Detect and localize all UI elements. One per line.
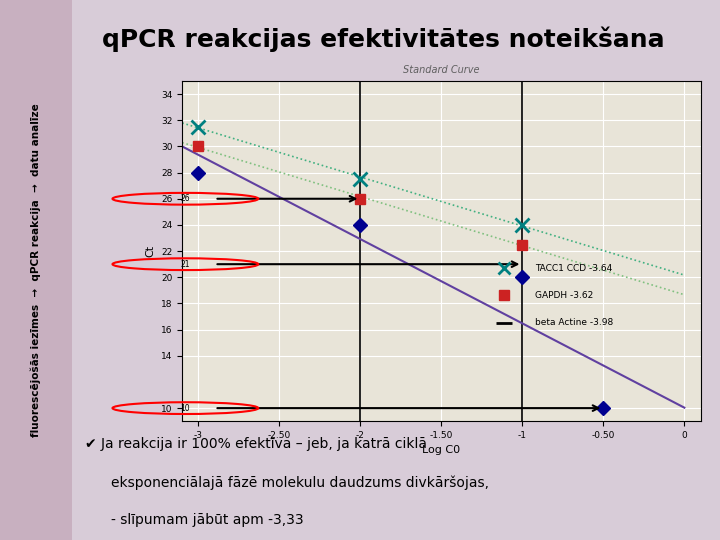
beta Actine -3.98	[356, 222, 365, 228]
Text: 10: 10	[181, 403, 190, 413]
Text: 26: 26	[181, 194, 190, 203]
TACC1 CCD -3.64	[356, 176, 365, 183]
Text: 21: 21	[181, 260, 190, 269]
Text: TACC1 CCD -3.64: TACC1 CCD -3.64	[535, 264, 612, 273]
GAPDH -3.62	[194, 143, 203, 150]
Text: qPCR reakcijas efektivitātes noteikšana: qPCR reakcijas efektivitātes noteikšana	[102, 27, 665, 52]
GAPDH -3.62	[356, 195, 365, 202]
Text: beta Actine -3.98: beta Actine -3.98	[535, 318, 613, 327]
Title: Standard Curve: Standard Curve	[403, 65, 480, 75]
Line: beta Actine -3.98: beta Actine -3.98	[194, 168, 608, 413]
beta Actine -3.98	[599, 405, 608, 411]
Text: GAPDH -3.62: GAPDH -3.62	[535, 291, 593, 300]
Text: fluorescējošās iezīmes  →  qPCR reakcija  →  datu analīze: fluorescējošās iezīmes → qPCR reakcija →…	[31, 103, 41, 437]
Text: eksponenciālajā fāzē molekulu daudzums divkāršojas,: eksponenciālajā fāzē molekulu daudzums d…	[111, 475, 489, 490]
Y-axis label: Ct: Ct	[145, 245, 156, 257]
GAPDH -3.62	[518, 241, 527, 248]
Text: ✔ Ja reakcija ir 100% efektīva – jeb, ja katrā ciklā: ✔ Ja reakcija ir 100% efektīva – jeb, ja…	[85, 437, 427, 451]
Line: TACC1 CCD -3.64: TACC1 CCD -3.64	[192, 120, 529, 232]
beta Actine -3.98	[194, 170, 203, 176]
TACC1 CCD -3.64	[518, 222, 527, 228]
TACC1 CCD -3.64	[194, 124, 203, 130]
Line: GAPDH -3.62: GAPDH -3.62	[194, 141, 527, 249]
Text: - slīpumam jābūt apm -3,33: - slīpumam jābūt apm -3,33	[111, 513, 304, 527]
beta Actine -3.98	[518, 274, 527, 280]
X-axis label: Log C0: Log C0	[423, 446, 460, 455]
